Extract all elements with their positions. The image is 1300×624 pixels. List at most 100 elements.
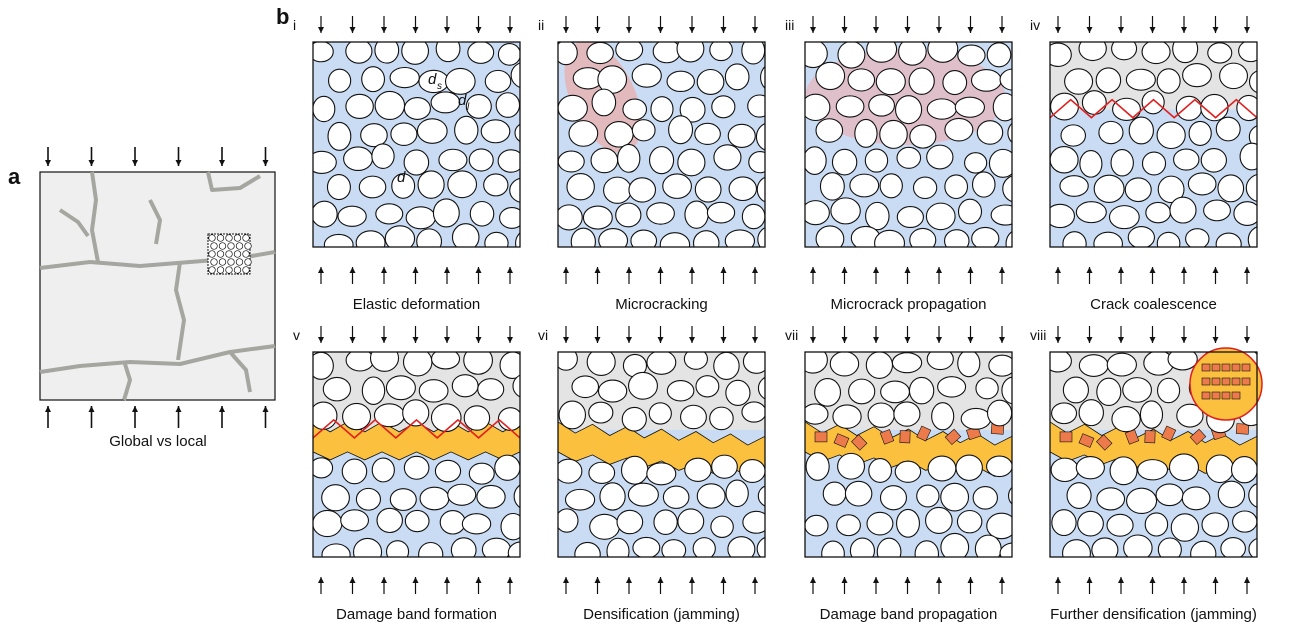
fragment xyxy=(1232,392,1240,399)
grain xyxy=(837,515,861,536)
grain xyxy=(404,98,430,120)
annotation: d xyxy=(428,71,437,88)
grain xyxy=(587,42,614,63)
grain xyxy=(559,401,585,429)
grain xyxy=(987,43,1011,67)
arrow-head xyxy=(810,337,816,343)
grain xyxy=(1183,64,1212,87)
grain xyxy=(928,456,956,481)
grain xyxy=(226,267,233,274)
fragment xyxy=(1060,432,1072,442)
grain xyxy=(469,463,494,484)
arrow-head xyxy=(563,337,569,343)
grain xyxy=(831,198,860,224)
grain xyxy=(1218,175,1244,202)
grain xyxy=(1082,91,1106,115)
grain xyxy=(404,456,429,479)
grain xyxy=(695,123,721,144)
grain xyxy=(867,512,893,535)
arrow-head xyxy=(476,27,482,33)
grain xyxy=(439,149,467,170)
arrow-head xyxy=(968,27,974,33)
grain xyxy=(1233,511,1257,532)
grain xyxy=(1142,91,1164,114)
grain xyxy=(466,95,491,119)
grain xyxy=(868,403,894,427)
grain xyxy=(417,119,447,144)
arrow-head xyxy=(563,577,569,583)
grain xyxy=(633,537,660,558)
grain xyxy=(418,171,444,198)
fragment xyxy=(900,431,910,443)
grain xyxy=(1050,147,1078,173)
arrow-head xyxy=(89,406,95,412)
arrow-head xyxy=(626,337,632,343)
arrow-head xyxy=(176,406,182,412)
grain xyxy=(681,405,707,428)
arrow-head xyxy=(1213,267,1219,273)
numeral: vi xyxy=(538,327,548,343)
grain xyxy=(725,230,754,252)
grain xyxy=(341,510,369,531)
grain xyxy=(338,206,366,226)
numeral: vii xyxy=(785,327,798,343)
arrow-head xyxy=(476,577,482,583)
grain xyxy=(310,402,337,429)
arrow-head xyxy=(444,337,450,343)
grain xyxy=(346,350,374,371)
fragment xyxy=(1222,364,1230,371)
grain xyxy=(1174,149,1199,170)
grain xyxy=(742,402,766,422)
annotation-sub: s xyxy=(437,81,442,92)
grain xyxy=(728,124,755,147)
grain xyxy=(647,463,676,485)
fragment xyxy=(1212,378,1220,385)
arrow-head xyxy=(936,577,942,583)
grain xyxy=(955,97,984,117)
grain xyxy=(307,151,336,173)
arrow-head xyxy=(1055,577,1061,583)
grain xyxy=(556,205,583,230)
grain xyxy=(516,230,539,256)
grain xyxy=(1157,69,1180,93)
grain xyxy=(758,485,780,507)
grain xyxy=(956,455,982,480)
grain xyxy=(1051,93,1079,120)
arrow-head xyxy=(999,337,1005,343)
arrow-head xyxy=(263,406,269,412)
arrow-head xyxy=(905,267,911,273)
grain xyxy=(910,228,936,251)
grain xyxy=(1045,350,1072,372)
grain xyxy=(217,251,224,258)
grain xyxy=(867,36,897,62)
grain xyxy=(386,376,415,400)
arrow-head xyxy=(476,337,482,343)
grain xyxy=(209,251,216,258)
grain xyxy=(217,267,224,274)
grain xyxy=(712,96,735,118)
grain xyxy=(1003,175,1029,202)
grain xyxy=(343,403,371,429)
arrow-head xyxy=(476,267,482,273)
grain xyxy=(945,118,973,141)
grain xyxy=(669,116,693,144)
grain xyxy=(663,486,689,508)
grain xyxy=(932,403,954,430)
arrow-head xyxy=(595,27,601,33)
caption: Crack coalescence xyxy=(1090,296,1217,313)
grain xyxy=(1126,69,1155,90)
grain xyxy=(607,538,629,564)
arrow-head xyxy=(1181,337,1187,343)
arrow-head xyxy=(413,27,419,33)
grain xyxy=(1052,403,1077,424)
grain xyxy=(565,489,594,510)
arrow-head xyxy=(219,160,225,166)
grain xyxy=(976,378,998,399)
grain xyxy=(1216,117,1240,141)
grain xyxy=(667,71,694,91)
fragment xyxy=(1242,378,1250,385)
arrow-head xyxy=(1244,577,1250,583)
grain xyxy=(909,377,933,403)
grain xyxy=(211,243,218,250)
grain xyxy=(629,178,656,202)
